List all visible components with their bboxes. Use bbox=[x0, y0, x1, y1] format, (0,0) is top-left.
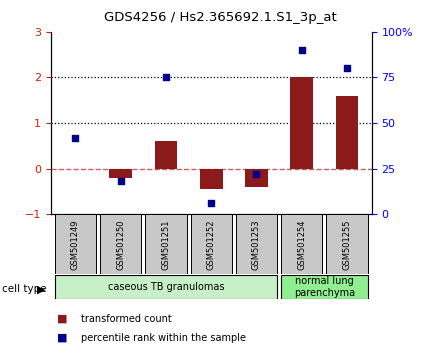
Bar bbox=[236, 214, 277, 274]
Bar bbox=[100, 214, 141, 274]
Bar bbox=[281, 214, 322, 274]
Bar bbox=[110, 169, 132, 178]
Text: ▶: ▶ bbox=[37, 284, 46, 294]
Bar bbox=[290, 76, 313, 169]
Text: cell type: cell type bbox=[2, 284, 47, 293]
Bar bbox=[245, 169, 268, 187]
Text: percentile rank within the sample: percentile rank within the sample bbox=[81, 333, 246, 343]
Text: GSM501249: GSM501249 bbox=[71, 219, 80, 269]
Text: GSM501255: GSM501255 bbox=[342, 219, 352, 269]
Text: GSM501253: GSM501253 bbox=[252, 219, 261, 270]
Bar bbox=[200, 169, 223, 189]
Bar bbox=[191, 214, 232, 274]
Text: ■: ■ bbox=[57, 333, 68, 343]
Text: GSM501252: GSM501252 bbox=[207, 219, 216, 269]
Point bbox=[253, 171, 260, 177]
Point bbox=[162, 75, 169, 80]
Text: normal lung
parenchyma: normal lung parenchyma bbox=[294, 276, 355, 298]
Bar bbox=[145, 214, 187, 274]
Point bbox=[298, 47, 305, 53]
Bar bbox=[281, 275, 367, 299]
Point bbox=[72, 135, 79, 141]
Text: ■: ■ bbox=[57, 314, 68, 324]
Point bbox=[343, 65, 350, 71]
Bar bbox=[336, 96, 358, 169]
Point bbox=[208, 200, 215, 206]
Bar bbox=[326, 214, 367, 274]
Text: GSM501251: GSM501251 bbox=[161, 219, 170, 269]
Bar bbox=[55, 214, 96, 274]
Text: GDS4256 / Hs2.365692.1.S1_3p_at: GDS4256 / Hs2.365692.1.S1_3p_at bbox=[104, 11, 336, 24]
Text: transformed count: transformed count bbox=[81, 314, 172, 324]
Text: caseous TB granulomas: caseous TB granulomas bbox=[108, 282, 224, 292]
Point bbox=[117, 178, 124, 184]
Bar bbox=[55, 275, 277, 299]
Text: GSM501250: GSM501250 bbox=[116, 219, 125, 269]
Bar bbox=[154, 141, 177, 169]
Text: GSM501254: GSM501254 bbox=[297, 219, 306, 269]
